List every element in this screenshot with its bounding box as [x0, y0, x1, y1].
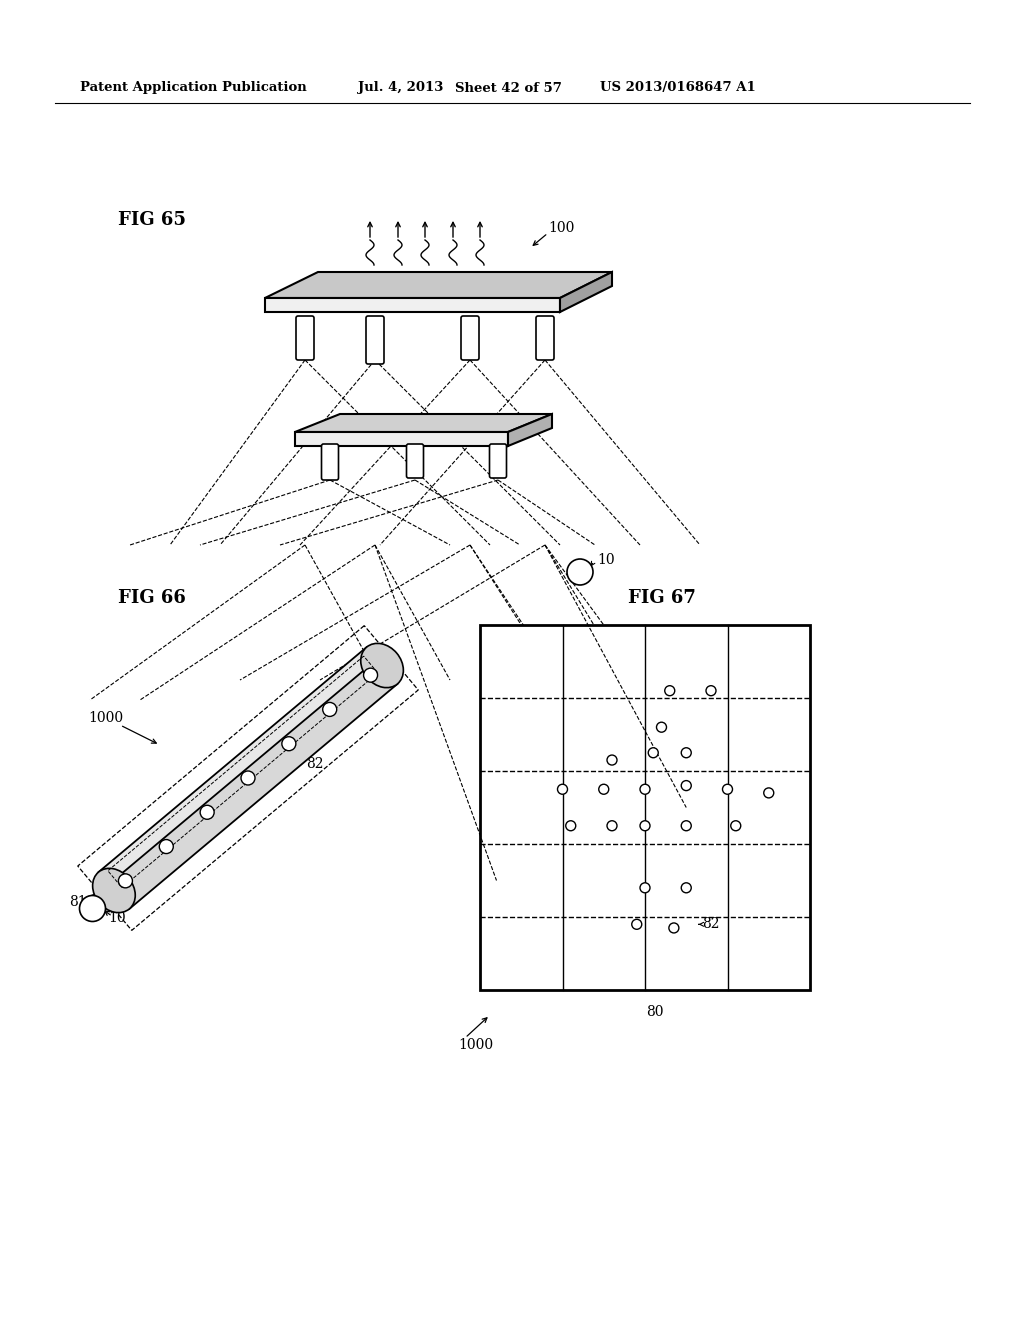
Text: Jul. 4, 2013: Jul. 4, 2013: [358, 82, 443, 95]
Circle shape: [607, 821, 617, 830]
Circle shape: [723, 784, 732, 795]
Text: 82: 82: [306, 756, 324, 771]
FancyBboxPatch shape: [461, 315, 479, 360]
Text: 1000: 1000: [458, 1038, 494, 1052]
Text: 81: 81: [69, 895, 87, 909]
Text: FIG 66: FIG 66: [118, 589, 186, 607]
Circle shape: [731, 821, 740, 830]
Circle shape: [632, 919, 642, 929]
Polygon shape: [560, 272, 612, 312]
Circle shape: [323, 702, 337, 717]
Circle shape: [282, 737, 296, 751]
Circle shape: [565, 821, 575, 830]
Polygon shape: [109, 660, 397, 909]
Text: 1000: 1000: [88, 711, 123, 725]
Text: 100: 100: [548, 220, 574, 235]
FancyBboxPatch shape: [366, 315, 384, 364]
Text: FIG 65: FIG 65: [118, 211, 186, 228]
Text: 82: 82: [702, 917, 720, 932]
Circle shape: [607, 755, 617, 766]
Circle shape: [119, 874, 132, 888]
Text: Sheet 42 of 57: Sheet 42 of 57: [455, 82, 562, 95]
FancyBboxPatch shape: [407, 444, 424, 478]
Circle shape: [599, 784, 608, 795]
Ellipse shape: [92, 869, 135, 912]
Circle shape: [681, 821, 691, 830]
Polygon shape: [98, 647, 387, 896]
FancyBboxPatch shape: [536, 315, 554, 360]
Circle shape: [656, 722, 667, 733]
Bar: [480, 624, 810, 990]
Circle shape: [241, 771, 255, 785]
Circle shape: [567, 558, 593, 585]
Polygon shape: [265, 298, 560, 312]
Circle shape: [364, 668, 378, 682]
Circle shape: [706, 685, 716, 696]
FancyBboxPatch shape: [489, 444, 507, 478]
Text: 80: 80: [646, 1005, 664, 1019]
Circle shape: [640, 821, 650, 830]
Circle shape: [681, 747, 691, 758]
FancyBboxPatch shape: [322, 444, 339, 480]
Circle shape: [665, 685, 675, 696]
Polygon shape: [295, 414, 552, 432]
Circle shape: [200, 805, 214, 820]
Polygon shape: [265, 272, 612, 298]
Circle shape: [669, 923, 679, 933]
Circle shape: [681, 883, 691, 892]
FancyBboxPatch shape: [296, 315, 314, 360]
Circle shape: [640, 784, 650, 795]
Text: FIG 67: FIG 67: [628, 589, 696, 607]
Polygon shape: [508, 414, 552, 446]
Text: US 2013/0168647 A1: US 2013/0168647 A1: [600, 82, 756, 95]
Circle shape: [160, 840, 173, 854]
Circle shape: [764, 788, 774, 797]
Text: 10: 10: [109, 912, 126, 925]
Text: 10: 10: [597, 553, 614, 568]
Circle shape: [648, 747, 658, 758]
Circle shape: [557, 784, 567, 795]
Circle shape: [80, 895, 105, 921]
Circle shape: [640, 883, 650, 892]
Ellipse shape: [360, 643, 403, 688]
Circle shape: [681, 780, 691, 791]
Polygon shape: [295, 432, 508, 446]
Text: Patent Application Publication: Patent Application Publication: [80, 82, 307, 95]
